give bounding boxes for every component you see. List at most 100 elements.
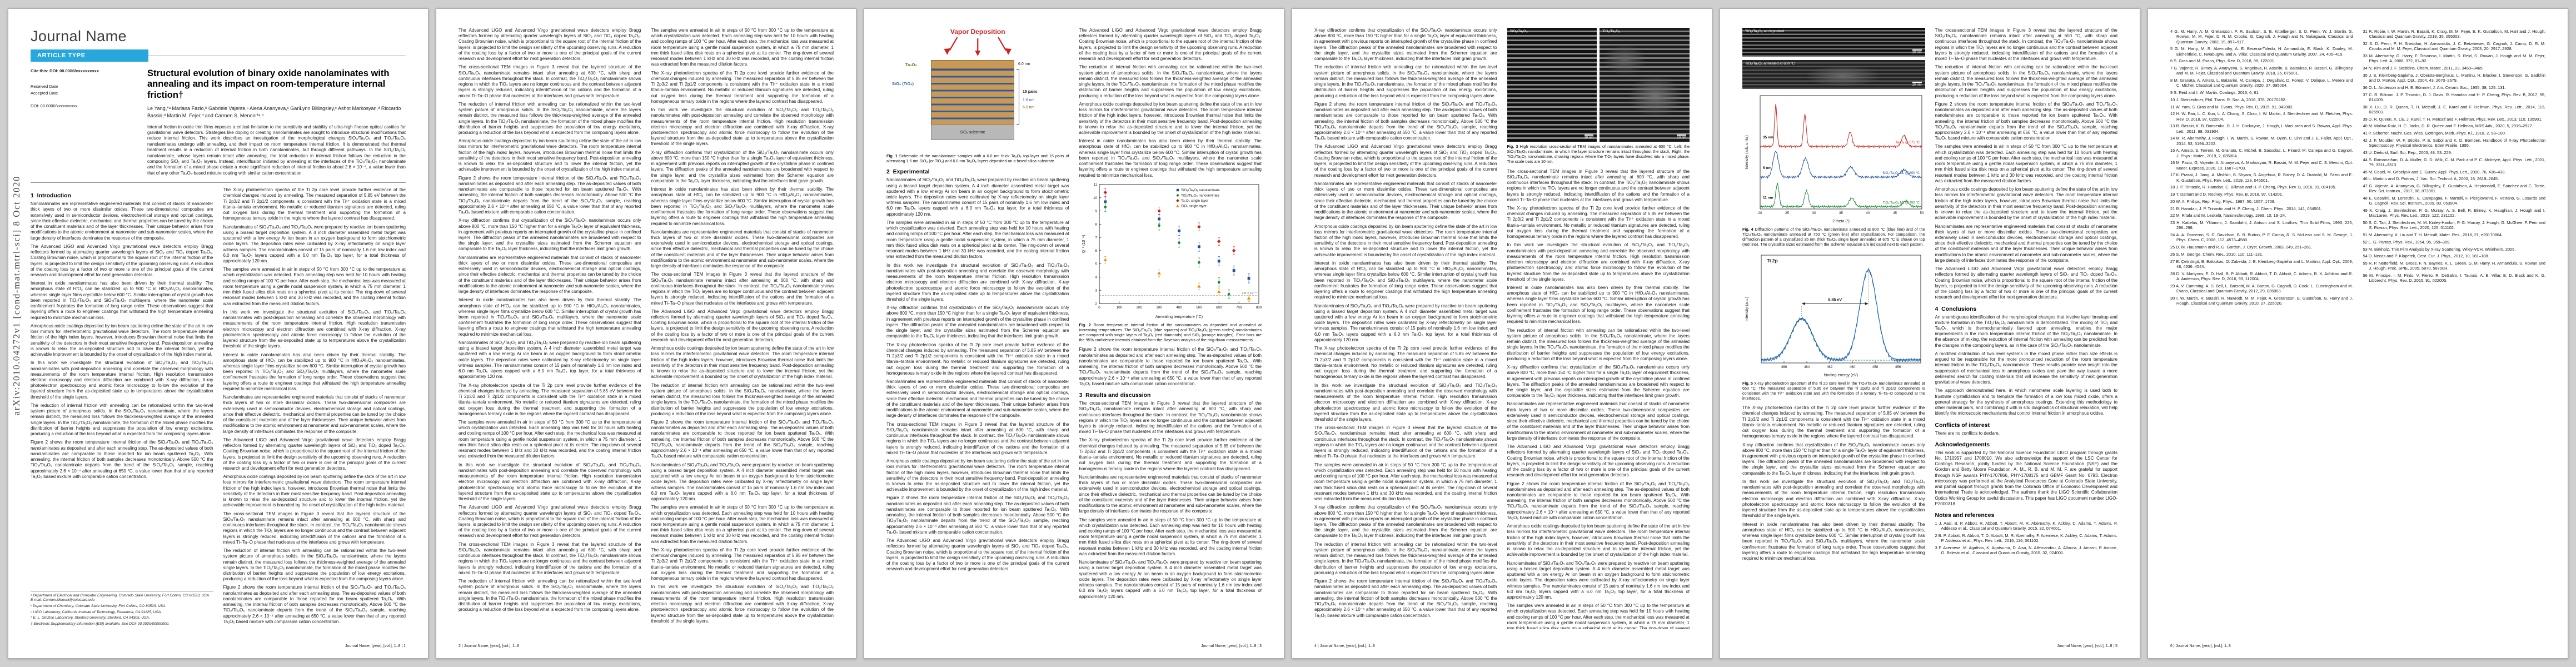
body-paragraph: In this work we investigate the structur… — [459, 462, 641, 502]
top-material-label: Ta₂O₅ — [905, 62, 917, 67]
page2-columns: The Advanced LIGO and Advanced Virgo gra… — [459, 28, 834, 629]
reference-item: 51 M. Abernathy, X. Liu and T. H. Metcal… — [2363, 232, 2503, 237]
body-paragraph: Figure 2 shows the room temperature inte… — [651, 420, 834, 459]
reference-item: 42 J. F. Moulder, W. F. Stickle, P. E. S… — [2363, 137, 2546, 148]
text-column: The X-ray photoelectron spectra of the T… — [223, 187, 406, 628]
substrate-layer: SiO₂ substrate — [931, 125, 1014, 140]
body-paragraph: The X-ray photoelectron spectra of the T… — [1507, 205, 1690, 240]
tem-image-sio2-ta2o5: SiO₂/Ta₂O₅ 10 nm — [1507, 28, 1597, 142]
reference-item: 52 L. G. Parratt, Phys. Rev., 1954, 95, … — [2363, 239, 2451, 245]
page-footer: Journal Name, [year], [vol.], 1–8 | 1 — [31, 644, 406, 648]
figure-caption: Fig. 2 Room temperature internal frictio… — [1079, 322, 1262, 343]
reference-item: 54 D. Necas and P. Klapetek, Cent. Eur. … — [2363, 253, 2489, 259]
svg-text:600: 600 — [1216, 306, 1222, 310]
reference-item: 27 E. Çetinörgü, B. Baloukas, O. Zabeida… — [2170, 258, 2353, 269]
body-paragraph: Nanolaminates are representative enginee… — [31, 201, 213, 241]
reference-item: 39 D. R. Queen, X. Liu, J. Karel, T. H. … — [2363, 116, 2543, 122]
text-column: TiO₂/Ta₂O₅ as deposited 20 nm TiO₂/Ta₂O₅… — [1742, 28, 1925, 629]
text-column: SiO₂/Ta₂O₅ 10 nm TiO₂/Ta₂O₅ 10 nm Fig. 3… — [1507, 28, 1690, 629]
tem-panel-label: TiO₂/Ta₂O₅ — [1602, 29, 1620, 33]
page1-columns: 1 Introduction Nanolaminates are represe… — [31, 187, 406, 628]
body-paragraph: The Advanced LIGO and Advanced Virgo gra… — [886, 538, 1069, 572]
ta2o5-top-layer — [931, 60, 1014, 69]
reference-item: 30 I. W. Martin, R. Bassiri, R. Nawrodt,… — [2170, 295, 2353, 306]
cite-doi: Cite this: DOI: 00.0000/xxxxxxxxxx — [31, 68, 99, 73]
svg-text:11 nm: 11 nm — [1763, 196, 1773, 200]
body-paragraph: X-ray diffraction confirms that crystall… — [1742, 442, 1925, 476]
figure-caption-text: Diffraction patterns of the SiO₂/Ta₂O₅ n… — [1742, 227, 1925, 247]
section-heading-references: Notes and references — [1935, 512, 1995, 519]
scale-bar: 20 nm — [1912, 82, 1922, 87]
body-paragraph: Interest in oxide nanolaminates has also… — [1742, 521, 1925, 561]
title-block: Cite this: DOI: 00.0000/xxxxxxxxxx Recei… — [31, 68, 406, 176]
svg-text:800: 800 — [1255, 306, 1262, 310]
page-footer: 6 | Journal Name, [year], [vol.], 1–8 — [2170, 644, 2545, 648]
svg-text:25: 25 — [1785, 211, 1789, 215]
svg-text:45: 45 — [1893, 211, 1897, 215]
body-paragraph: The reduction of internal friction with … — [651, 382, 834, 416]
figure-label: Fig. 4 — [1742, 227, 1753, 232]
author-affiliation-footnote: ᶜ LIGO Laboratory, California Institute … — [31, 610, 162, 614]
reference-item: 38 X. Liu, D. R. Queen, T. H. Metcalf, J… — [2363, 104, 2546, 115]
body-paragraph: The approach demonstrated here, in which… — [1935, 388, 2118, 416]
reference-column: 4 G. M. Harry, A. M. Gretarsson, P. R. S… — [2170, 28, 2353, 629]
reference-item: 48 E. Cesarini, M. Lorenzini, E. Campagn… — [2363, 196, 2546, 206]
svg-text:2 theta (°): 2 theta (°) — [1832, 219, 1850, 223]
footer-text: Journal Name, [year], [vol.], 1–8 | 3 — [1201, 644, 1262, 648]
reference-item: 21 R. Hamdan, J. P. Trinastic and H. P. … — [2170, 206, 2322, 211]
body-paragraph: Figure 2 shows the room temperature inte… — [1507, 481, 1690, 520]
strip-label: TiO₂/Ta₂O₅ annealed at 600 °C — [1745, 62, 1795, 66]
footer-text: Journal Name, [year], [vol.], 1–8 | 5 — [2057, 644, 2117, 648]
section-heading-conclusions: 4 Conclusions — [1935, 305, 1977, 312]
body-paragraph: Nanolaminates are representative enginee… — [1935, 223, 2118, 263]
figure-label: Fig. 5 — [1742, 380, 1753, 386]
svg-text:Annealing temperature (°C): Annealing temperature (°C) — [1155, 315, 1202, 319]
figure-label: Fig. 1 — [886, 153, 898, 158]
reference-item: 20 W. A. Phillips, Rep. Prog. Phys., 198… — [2170, 198, 2275, 204]
svg-text:3: 3 — [1095, 288, 1097, 292]
svg-text:30: 30 — [1812, 211, 1816, 215]
body-paragraph: Figure 2 shows the room temperature inte… — [31, 440, 213, 479]
body-paragraph: In this work we investigate the structur… — [886, 262, 1069, 302]
reference-item: 23 H. Kattelus, M. Ylilammi, J. Saarilah… — [2170, 220, 2353, 231]
svg-text:2.6 × 10⁻⁴: 2.6 × 10⁻⁴ — [1242, 291, 1257, 295]
body-paragraph: The samples were annealed in air in step… — [886, 220, 1069, 260]
body-paragraph: The X-ray photoelectron spectra of the T… — [651, 547, 834, 581]
reference-item: 24 A. A. Dameron, S. D. Davidson, B. B. … — [2170, 232, 2353, 243]
reference-item: 25 D. M. Hausmann and R. G. Gordon, J. C… — [2170, 245, 2313, 250]
page-1: arXiv:2010.04272v1 [cond-mat.mtrl-sci] 8… — [8, 8, 428, 659]
svg-text:466: 466 — [1781, 365, 1787, 369]
text-column: X-ray diffraction confirms that crystall… — [1314, 28, 1497, 629]
reference-item: 53 M. Birkholz, Thin Film Analysis by X-… — [2363, 246, 2516, 252]
body-paragraph: The samples were annealed in air in step… — [1314, 462, 1497, 502]
body-paragraph: Nanolaminates of SiO₂/Ta₂O₅ and TiO₂/Ta₂… — [651, 462, 834, 502]
article-type-row: ARTICLE TYPE — [31, 49, 406, 62]
text-column: The Advanced LIGO and Advanced Virgo gra… — [459, 28, 641, 629]
body-paragraph: The Advanced LIGO and Advanced Virgo gra… — [1935, 266, 2118, 300]
reference-item: 13 R. Bassiri, K. B. Borisenko, D. J. H.… — [2170, 123, 2353, 134]
body-paragraph: In this work we investigate the structur… — [31, 360, 213, 400]
svg-text:464: 464 — [1804, 365, 1810, 369]
fig2-internal-friction-chart: 0 100 200 300 400 500 600 700 800 2 3 4 5 6 7 8 9 10 11 Ann… — [1079, 181, 1262, 320]
svg-text:50: 50 — [1920, 211, 1924, 215]
body-paragraph: X-ray diffraction confirms that crystall… — [886, 305, 1069, 339]
accepted-date: Accepted Date — [31, 90, 58, 96]
footer-text: 6 | Journal Name, [year], [vol.], 1–8 — [2170, 644, 2231, 648]
tem-image-tio2-ta2o5: TiO₂/Ta₂O₅ 10 nm — [1600, 28, 1690, 142]
figure-caption: Fig. 3 High resolution cross-sectional T… — [1507, 144, 1690, 165]
body-paragraph: The cross-sectional TEM images in Figure… — [1079, 401, 1262, 435]
reference-item: 45 M. Copel, M. Gribelyuk and E. Gusev, … — [2363, 169, 2506, 175]
reference-item: 41 P. Scherrer, Nachr. Ges. Wiss. Göttin… — [2363, 131, 2506, 136]
body-paragraph: The X-ray photoelectron spectra of the T… — [1314, 346, 1497, 380]
reference-item: 34 N. Kim and J. F. Stebbins, Chem. Mate… — [2363, 66, 2484, 71]
reference-item: 18 J. P. Trinastic, R. Hamdan, C. Billma… — [2170, 185, 2336, 190]
layer-stack: SiO₂ substrate — [931, 60, 1014, 140]
reference-item: 28 D. V. Martynov, E. D. Hall, B. P. Abb… — [2170, 271, 2353, 281]
body-paragraph: In this work we investigate the structur… — [223, 309, 406, 349]
reference-item: 26 S. M. George, Chem. Rev., 2010, 110, … — [2170, 251, 2264, 257]
reference-list: 4 G. M. Harry, A. M. Gretarsson, P. R. S… — [2170, 29, 2353, 306]
body-paragraph: The X-ray photoelectron spectra of the T… — [459, 382, 641, 416]
body-paragraph: Nanolaminates of SiO₂/Ta₂O₅ and TiO₂/Ta₂… — [1507, 560, 1690, 600]
body-paragraph: Amorphous oxide coatings deposited by io… — [1079, 101, 1262, 135]
page-footer: Journal Name, [year], [vol.], 1–8 | 3 — [886, 644, 1262, 648]
